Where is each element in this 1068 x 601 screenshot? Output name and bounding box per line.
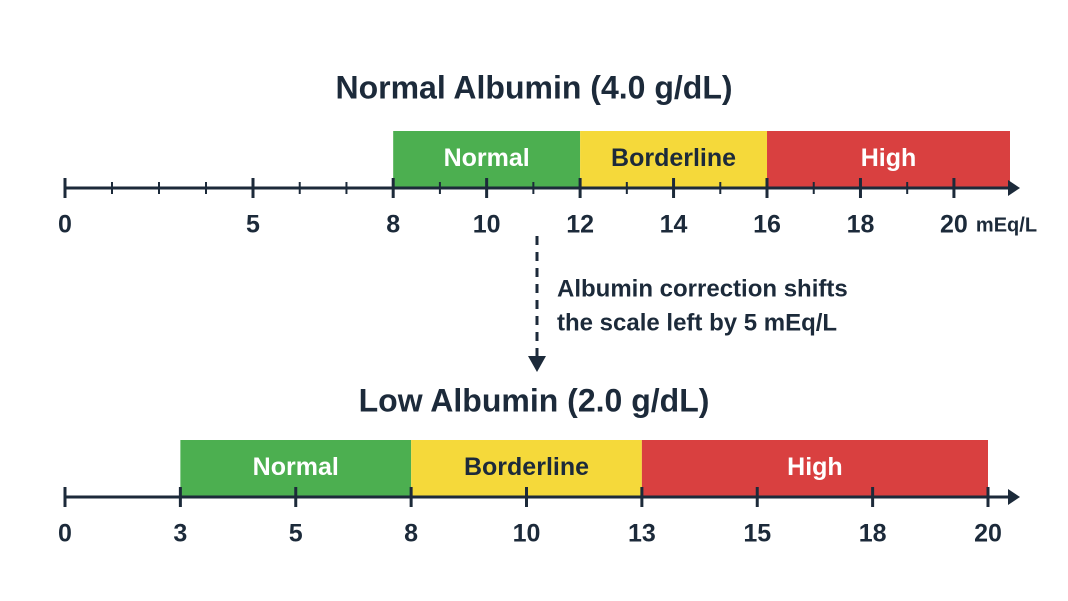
band-label: Normal: [253, 453, 339, 481]
tick-label: 15: [743, 520, 771, 548]
band-label: Borderline: [464, 453, 589, 481]
annotation: Albumin correction shifts: [557, 275, 848, 302]
tick-label: 10: [513, 520, 541, 548]
tick-label: 18: [847, 211, 875, 239]
band-label: Borderline: [611, 144, 736, 172]
band-label: High: [787, 453, 843, 481]
tick-label: 8: [386, 211, 400, 239]
band-label: Normal: [444, 144, 530, 172]
tick-label: 0: [58, 211, 72, 239]
annotation: the scale left by 5 mEq/L: [557, 309, 837, 336]
shift-arrowhead: [528, 356, 546, 372]
band-label: High: [861, 144, 917, 172]
tick-label: 0: [58, 520, 72, 548]
scale-title: Normal Albumin (4.0 g/dL): [335, 69, 732, 105]
tick-label: 13: [628, 520, 656, 548]
tick-label: 18: [859, 520, 887, 548]
tick-label: 14: [660, 211, 688, 239]
tick-label: 10: [473, 211, 501, 239]
tick-label: 5: [289, 520, 303, 548]
tick-label: 16: [753, 211, 781, 239]
tick-label: 12: [566, 211, 594, 239]
range-band: [767, 131, 1010, 188]
tick-label: 3: [173, 520, 187, 548]
scale-title: Low Albumin (2.0 g/dL): [359, 382, 710, 418]
tick-label: 8: [404, 520, 418, 548]
tick-label: 20: [974, 520, 1002, 548]
tick-label: 5: [246, 211, 260, 239]
tick-label: 20: [940, 211, 968, 239]
range-band: [641, 440, 988, 497]
unit-label: mEq/L: [976, 214, 1037, 236]
axis-arrowhead: [1008, 180, 1020, 196]
axis-arrowhead: [1008, 489, 1020, 505]
